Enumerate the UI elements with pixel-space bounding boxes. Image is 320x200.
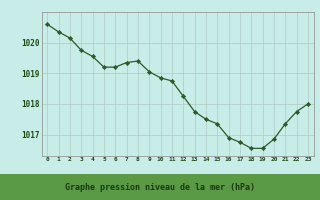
Text: Graphe pression niveau de la mer (hPa): Graphe pression niveau de la mer (hPa) (65, 182, 255, 192)
